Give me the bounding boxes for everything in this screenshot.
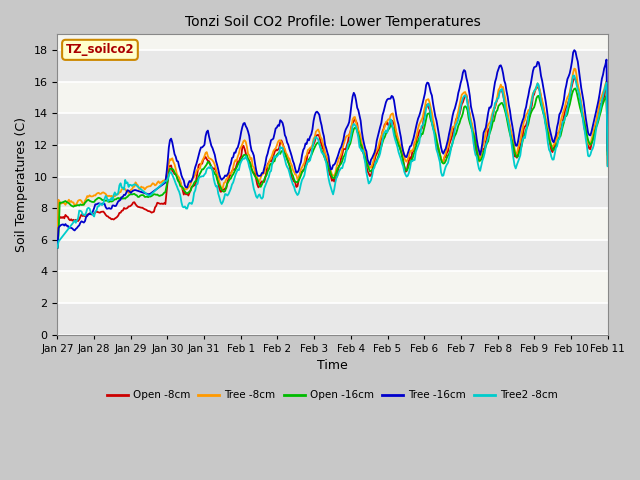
Tree -16cm [285,146,293,152]
Open -8cm [458,101,465,107]
Tree -8cm [388,111,396,117]
Line: Tree -8cm: Tree -8cm [58,69,607,244]
Bar [58,177,607,208]
Bar [58,145,607,177]
Text: TZ_soilco2: TZ_soilco2 [66,43,134,56]
Y-axis label: Soil Temperatures (C): Soil Temperatures (C) [15,117,28,252]
Tree -8cm [285,156,293,161]
Open -8cm [604,162,611,168]
Line: Tree2 -8cm: Tree2 -8cm [58,76,607,248]
Tree -16cm [604,148,611,154]
Open -16cm [54,245,61,251]
Open -16cm [225,179,232,184]
Open -16cm [458,114,465,120]
Tree -8cm [225,171,232,177]
Open -8cm [285,162,293,168]
Bar [58,82,607,113]
Open -16cm [362,155,369,161]
Open -16cm [572,85,579,91]
Tree -16cm [225,169,232,175]
Bar [58,113,607,145]
Tree -16cm [54,245,61,251]
Tree2 -8cm [285,170,293,176]
Bar [58,271,607,303]
Tree2 -8cm [553,143,561,149]
Bar [58,240,607,271]
Open -8cm [225,176,232,181]
Tree2 -8cm [362,160,369,166]
Tree2 -8cm [54,245,61,251]
Open -16cm [553,141,561,146]
Tree -8cm [54,241,61,247]
Open -16cm [285,162,293,168]
Bar [58,303,607,335]
Open -8cm [553,132,561,137]
Open -8cm [572,76,579,82]
Tree -16cm [388,93,396,99]
Tree -8cm [604,160,611,166]
Title: Tonzi Soil CO2 Profile: Lower Temperatures: Tonzi Soil CO2 Profile: Lower Temperatur… [184,15,481,29]
Tree -8cm [458,92,465,97]
Tree -16cm [553,124,561,130]
Tree -16cm [458,76,465,82]
Tree2 -8cm [458,99,465,105]
Line: Open -8cm: Open -8cm [58,79,607,248]
Tree -8cm [362,151,369,156]
Open -8cm [54,245,61,251]
Tree2 -8cm [388,118,396,124]
Tree2 -8cm [225,191,232,197]
Open -16cm [604,152,611,157]
X-axis label: Time: Time [317,359,348,372]
Legend: Open -8cm, Tree -8cm, Open -16cm, Tree -16cm, Tree2 -8cm: Open -8cm, Tree -8cm, Open -16cm, Tree -… [102,386,563,405]
Line: Open -16cm: Open -16cm [58,88,607,248]
Tree -16cm [362,146,369,152]
Open -8cm [388,118,396,123]
Tree2 -8cm [570,73,578,79]
Tree2 -8cm [604,163,611,169]
Bar [58,50,607,82]
Tree -8cm [553,135,561,141]
Tree -8cm [570,66,578,72]
Bar [58,208,607,240]
Tree -16cm [570,47,578,53]
Open -16cm [388,122,396,128]
Open -8cm [362,157,369,163]
Line: Tree -16cm: Tree -16cm [58,50,607,248]
